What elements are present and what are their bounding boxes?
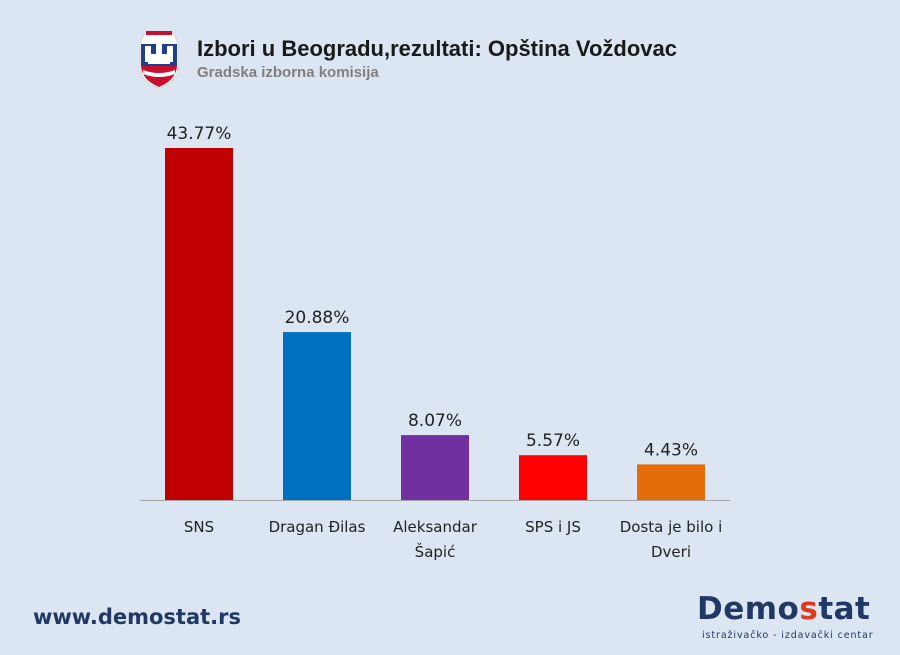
demostat-logo: Demostat <box>697 591 871 627</box>
chart-subtitle: Gradska izborna komisija <box>197 64 379 81</box>
category-label: Aleksandar Šapić <box>393 518 478 561</box>
logo-tagline: istraživačko - izdavački centar <box>702 630 874 641</box>
bar <box>519 455 587 500</box>
bar-value-label: 5.57% <box>526 431 580 451</box>
bar <box>637 464 705 500</box>
bar-value-label: 4.43% <box>644 440 698 460</box>
bar <box>283 332 351 500</box>
category-label: SNS <box>184 518 214 536</box>
chart-title: Izbori u Beogradu,rezultati: Opština Vož… <box>197 36 677 61</box>
bar <box>165 148 233 500</box>
category-label: Dragan Đilas <box>269 518 366 536</box>
website-url[interactable]: www.demostat.rs <box>33 605 242 629</box>
bar-value-label: 8.07% <box>408 411 462 431</box>
category-label: SPS i JS <box>525 518 581 536</box>
bar-value-label: 20.88% <box>285 308 350 328</box>
belgrade-coat-of-arms-icon <box>139 31 179 89</box>
bar-value-label: 43.77% <box>167 124 232 144</box>
category-label: Dosta je bilo i Dveri <box>620 518 723 561</box>
bar <box>401 435 469 500</box>
